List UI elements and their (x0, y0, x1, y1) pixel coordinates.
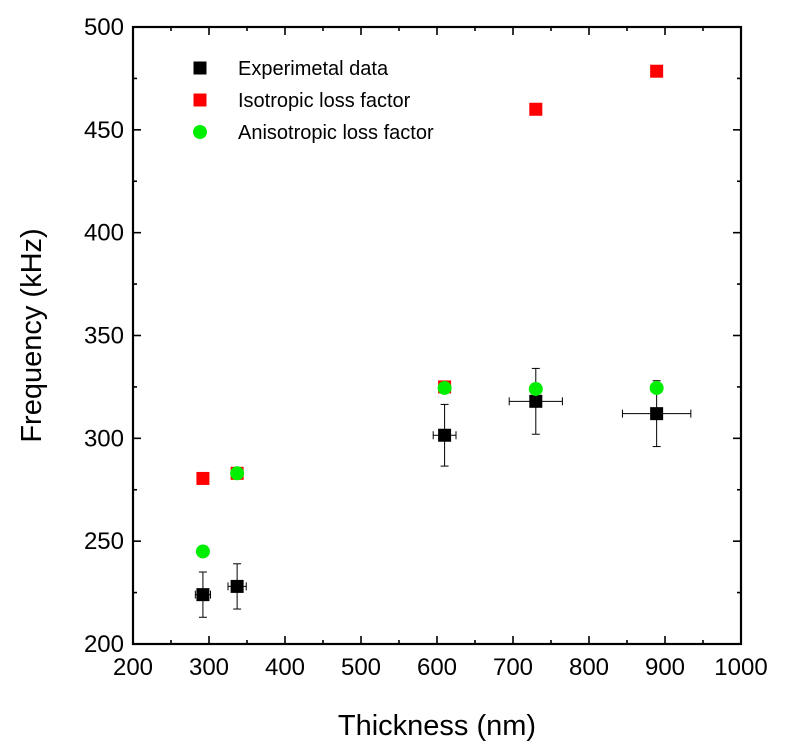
data-point-series-2 (196, 471, 210, 485)
legend-marker (193, 93, 207, 107)
x-tick-label: 1000 (714, 654, 767, 681)
plot-frame (131, 25, 743, 646)
x-tick-label: 500 (341, 654, 381, 681)
data-point-series-1 (230, 579, 244, 593)
data-markers (195, 64, 664, 602)
y-tick-label: 350 (84, 323, 124, 350)
y-tick-label: 500 (84, 14, 124, 41)
data-point-series-2 (529, 102, 543, 116)
legend-label: Isotropic loss factor (238, 90, 411, 112)
x-tick-label: 200 (113, 654, 153, 681)
legend-marker (193, 125, 207, 139)
legend-marker (193, 61, 207, 75)
data-point-series-3 (649, 380, 664, 395)
data-point-series-1 (196, 588, 210, 602)
data-point-series-3 (230, 466, 245, 481)
y-axis-title: Frequency (kHz) (16, 228, 48, 442)
x-tick-label: 800 (569, 654, 609, 681)
legend-label: Experimetal data (238, 58, 389, 80)
x-axis-title: Thickness (nm) (338, 710, 536, 742)
data-point-series-1 (650, 407, 664, 421)
data-point-series-3 (195, 544, 210, 559)
x-tick-label: 700 (493, 654, 533, 681)
y-tick-label: 300 (84, 425, 124, 452)
data-point-series-1 (529, 394, 543, 408)
x-tick-label: 300 (189, 654, 229, 681)
data-point-series-1 (438, 428, 452, 442)
data-point-series-2 (650, 64, 664, 78)
data-point-series-3 (528, 381, 543, 396)
legend-label: Anisotropic loss factor (238, 122, 434, 144)
data-point-series-3 (437, 380, 452, 395)
x-tick-label: 900 (645, 654, 685, 681)
axis-ticks: 200 300 400 500 600 700 800 900 1000 200 250 300 350… (84, 14, 768, 681)
legend: Experimetal data Isotropic loss factor Ani… (193, 58, 434, 144)
x-tick-label: 600 (417, 654, 457, 681)
error-bars (194, 367, 692, 618)
y-tick-label: 400 (84, 220, 124, 247)
y-tick-label: 450 (84, 117, 124, 144)
y-tick-label: 250 (84, 528, 124, 555)
x-tick-label: 400 (265, 654, 305, 681)
y-tick-label: 200 (84, 631, 124, 658)
